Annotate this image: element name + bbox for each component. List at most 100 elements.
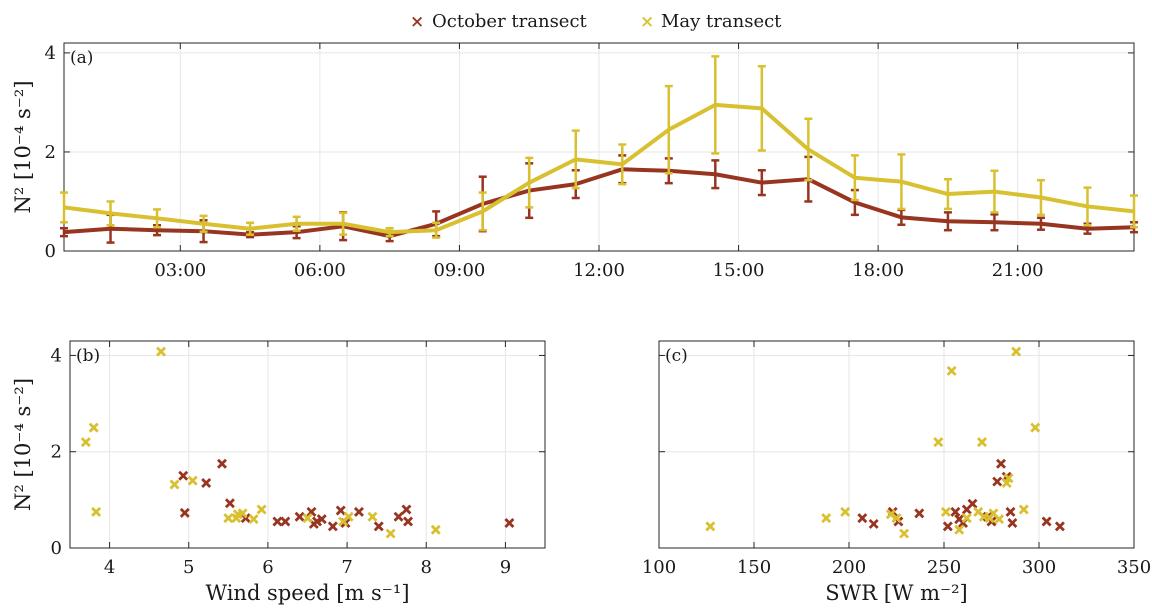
data-point [353,506,364,517]
x-tick-label: 150 [737,557,771,578]
data-point-stroke [950,506,961,517]
data-point [232,509,243,520]
data-point [1030,422,1041,433]
data-point [705,521,716,532]
data-point-stroke [1011,346,1022,357]
x-tick-label: 250 [927,557,961,578]
data-point [946,365,957,376]
data-point [933,437,944,448]
data-point-stroke [201,478,212,489]
data-point [393,511,404,522]
data-point [403,516,414,527]
data-point-stroke [187,475,198,486]
data-point-stroke [1003,473,1014,484]
data-point-stroke [940,506,951,517]
data-point [178,470,189,481]
data-point-stroke [504,517,515,528]
y-tick-label: 0 [51,538,62,559]
data-point-stroke [705,521,716,532]
data-point-stroke [1054,521,1065,532]
panel-label: (b) [76,346,100,366]
data-point [891,513,902,524]
data-point [977,437,987,448]
legend-marker-october: × [410,12,424,32]
data-point-stroke [248,514,259,525]
legend-label-may: May transect [661,11,782,32]
data-point [272,516,283,527]
data-point-stroke [156,346,167,357]
data-point-stroke [179,507,190,518]
data-point [1041,516,1052,527]
data-point [1007,517,1018,528]
x-tick-label: 6 [262,557,273,578]
x-tick-label: 100 [642,557,676,578]
data-point-stroke [1018,504,1029,515]
data-point-stroke [80,437,91,448]
data-point [217,458,227,469]
data-point-stroke [994,514,1005,525]
data-point-stroke [996,458,1006,469]
data-point [179,507,190,518]
x-tick-label: 9 [500,557,511,578]
series-line [60,55,1138,239]
data-point-stroke [294,511,305,522]
data-point-stroke [954,524,965,535]
legend-marker-may: × [640,12,654,32]
data-point [156,346,167,357]
data-point-stroke [280,516,291,527]
x-tick-label: 12:00 [573,260,625,281]
data-point [294,511,305,522]
data-point-stroke [933,437,944,448]
data-point [280,516,291,527]
data-point [840,506,851,517]
x-tick-label: 200 [832,557,866,578]
data-point [996,458,1006,469]
data-point-stroke [988,508,999,519]
x-tick-label: 21:00 [992,260,1044,281]
data-point [430,524,441,535]
data-point-stroke [1041,516,1052,527]
y-tick-label: 4 [51,345,62,366]
data-point [899,528,910,539]
data-point [248,514,259,525]
data-point [367,511,378,522]
data-point [950,506,961,517]
data-point [401,504,412,515]
legend: × October transect × May transect [410,11,782,32]
panel-b-wind-speed-scatter: 4 5 6 7 8 9 0 2 4 (b) N² [10⁻⁴ s⁻²] Wind speed [m s… [11,340,546,605]
data-point-stroke [868,518,879,529]
data-point [169,479,180,490]
data-point-stroke [430,524,441,535]
panel-label: (c) [665,346,688,366]
data-point [373,521,384,532]
data-point [306,506,317,517]
data-point-stroke [1007,517,1018,528]
x-tick-label: 06:00 [294,260,346,281]
data-point [857,513,868,524]
data-point [385,528,396,539]
panel-label: (a) [70,48,93,68]
data-point [302,513,313,524]
data-point [316,514,327,525]
data-point-stroke [223,513,234,524]
data-point [504,517,515,528]
y-axis-label: N² [10⁻⁴ s⁻²] [11,80,35,213]
y-axis-label: N² [10⁻⁴ s⁻²] [11,378,35,511]
data-point [224,498,235,509]
data-point [1054,521,1065,532]
panel-a-time-series: 03:00 06:00 09:00 12:00 15:00 18:00 21:00 0 2 4 (a… [11,42,1138,281]
data-point-stroke [335,505,346,516]
data-point-stroke [385,528,396,539]
data-point-stroke [891,513,902,524]
data-point-stroke [256,504,267,515]
data-point-stroke [967,498,978,509]
data-point-stroke [217,458,227,469]
data-point-stroke [821,513,832,524]
data-point-stroke [306,506,317,517]
data-point-stroke [353,506,364,517]
x-tick-label: 300 [1022,557,1056,578]
data-point [223,513,234,524]
series-path [63,167,1135,239]
data-point [335,505,346,516]
data-point-stroke [899,528,910,539]
